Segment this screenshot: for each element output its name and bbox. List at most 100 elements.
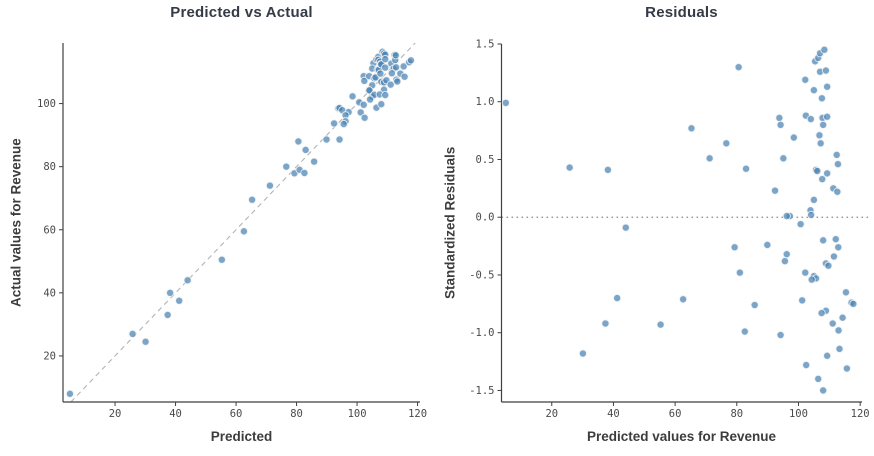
- data-point: [829, 252, 838, 261]
- data-point: [722, 139, 731, 148]
- identity-line: [70, 42, 416, 403]
- data-point: [377, 100, 386, 109]
- y-axis-tick-label: 40: [43, 287, 56, 299]
- data-point: [834, 326, 843, 335]
- data-point: [841, 288, 851, 297]
- data-point: [824, 261, 833, 270]
- data-point: [776, 330, 785, 340]
- data-point: [834, 243, 843, 252]
- data-point: [807, 275, 816, 284]
- data-point: [360, 76, 369, 85]
- data-point: [828, 319, 837, 328]
- data-point: [381, 55, 390, 64]
- y-axis-tick-label: 100: [37, 98, 56, 110]
- data-point: [835, 344, 844, 353]
- data-point: [802, 360, 811, 370]
- data-point: [381, 63, 390, 72]
- data-point: [763, 240, 772, 249]
- data-point: [217, 255, 226, 264]
- data-point: [387, 69, 396, 78]
- data-point: [322, 135, 331, 144]
- data-point: [578, 349, 587, 358]
- data-point: [807, 210, 816, 219]
- data-point: [282, 162, 291, 171]
- data-point: [601, 319, 610, 328]
- predicted-vs-actual-plot: Predicted vs Actual Actual values for Re…: [9, 4, 428, 444]
- y-axis-tick-label: -0.5: [469, 269, 494, 281]
- x-axis-tick-label: 80: [730, 408, 743, 420]
- data-point: [730, 243, 739, 252]
- data-point: [814, 374, 823, 383]
- data-point: [163, 310, 172, 319]
- x-axis-tick-label: 100: [789, 408, 808, 420]
- right-plot-x-axis-label: Predicted values for Revenue: [586, 429, 777, 444]
- data-point: [705, 154, 714, 163]
- data-point: [392, 63, 401, 72]
- data-point: [842, 364, 851, 373]
- y-axis-tick-label: 80: [43, 161, 56, 173]
- data-point: [776, 120, 785, 129]
- data-point: [780, 257, 789, 266]
- data-point: [356, 108, 365, 117]
- data-point: [239, 227, 248, 236]
- x-axis-tick-label: 100: [348, 408, 367, 420]
- data-point: [775, 113, 784, 122]
- y-axis-tick-label: -1.5: [469, 385, 494, 397]
- data-point: [300, 168, 309, 178]
- data-point: [817, 94, 826, 103]
- data-point: [734, 63, 743, 72]
- data-point: [815, 131, 824, 140]
- data-point: [141, 337, 150, 346]
- data-point: [750, 300, 759, 310]
- x-axis-tick-label: 40: [169, 408, 182, 420]
- data-point: [820, 45, 829, 54]
- data-point: [817, 309, 826, 318]
- data-point: [265, 181, 274, 190]
- y-axis-tick-label: 1.0: [476, 96, 495, 108]
- data-point: [818, 175, 827, 184]
- x-axis-tick-label: 120: [851, 408, 870, 420]
- data-point: [809, 195, 818, 204]
- data-point: [832, 150, 841, 159]
- right-plot-title: Residuals: [645, 4, 718, 21]
- data-point: [400, 72, 409, 81]
- residuals-plot: Residuals Standardized Residuals 20 40 60 8…: [437, 0, 874, 456]
- data-point: [806, 115, 815, 124]
- y-axis-tick-label: 0.5: [476, 154, 495, 166]
- data-point: [816, 139, 825, 148]
- data-point: [789, 133, 798, 142]
- data-point: [339, 120, 348, 129]
- data-point: [166, 288, 175, 297]
- data-point: [801, 75, 810, 84]
- data-point: [679, 295, 688, 304]
- right-plot-canvas: 20 40 60 80 100 120 -1.5 -1.0 -0.5 0.0 0.5 1.0 1.5: [469, 39, 870, 420]
- data-point: [175, 296, 184, 305]
- x-axis-tick-label: 20: [545, 408, 558, 420]
- data-point: [809, 86, 818, 95]
- data-point: [391, 51, 400, 60]
- data-point: [65, 389, 75, 398]
- y-axis-tick-label: 20: [43, 350, 56, 362]
- data-point: [770, 186, 780, 195]
- data-point: [359, 100, 368, 109]
- y-axis-tick-label: 60: [43, 224, 56, 236]
- data-point: [833, 187, 842, 196]
- data-point: [687, 124, 696, 133]
- data-point: [128, 329, 137, 338]
- data-point: [621, 223, 630, 232]
- data-point: [183, 276, 192, 285]
- data-point: [819, 236, 828, 245]
- data-point: [833, 160, 842, 169]
- left-plot-canvas: 20 40 60 80 100 120 20 40 60 80 100: [37, 42, 427, 420]
- data-point: [796, 220, 805, 229]
- x-axis-tick-label: 80: [290, 408, 303, 420]
- x-axis-tick-label: 60: [669, 408, 682, 420]
- data-point: [819, 386, 828, 395]
- data-point: [656, 320, 665, 329]
- data-point: [376, 69, 385, 78]
- data-point: [823, 169, 832, 178]
- data-point: [819, 120, 828, 129]
- x-axis-tick-label: 60: [230, 408, 243, 420]
- data-point: [406, 56, 415, 65]
- data-point: [823, 351, 832, 360]
